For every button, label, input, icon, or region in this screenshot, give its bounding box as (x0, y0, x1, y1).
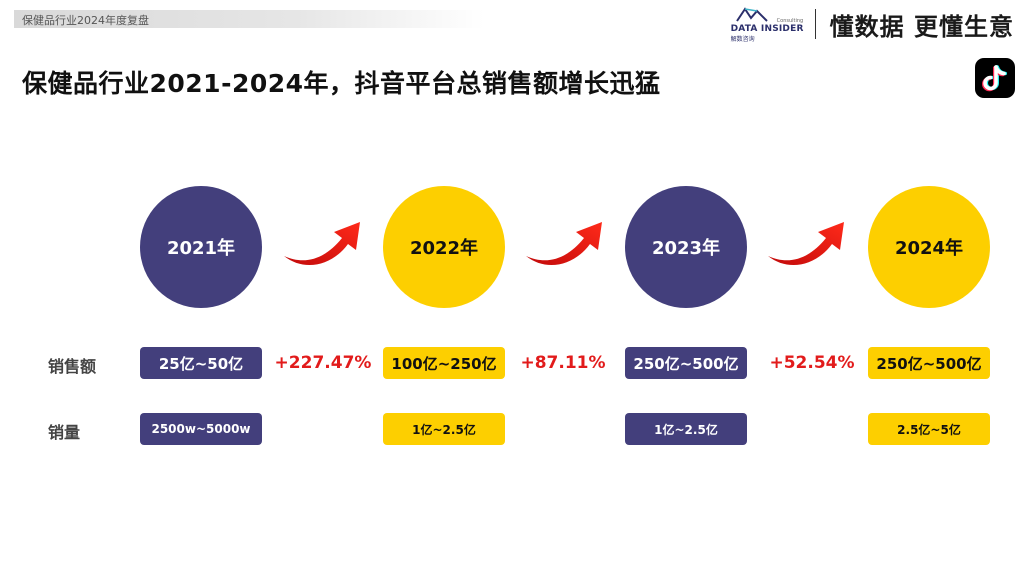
brand-name: DATA INSIDER (730, 24, 804, 34)
year-circle-2021: 2021年 (140, 186, 262, 308)
year-circle-2023: 2023年 (625, 186, 747, 308)
sales-amount-2024: 250亿~500亿 (868, 347, 990, 379)
sales-volume-2021: 2500w~5000w (140, 413, 262, 445)
year-circle-2022: 2022年 (383, 186, 505, 308)
row-label-sales-amount: 销售额 (48, 357, 97, 376)
growth-arrow-icon (284, 222, 360, 266)
brand-logo: Consulting DATA INSIDER 解数咨询 (730, 6, 804, 43)
logo-divider (814, 9, 816, 39)
brand-logo-icon (735, 7, 768, 22)
section-header-bar: 保健品行业2024年度复盘 (14, 10, 484, 28)
sales-amount-2021: 25亿~50亿 (140, 347, 262, 379)
brand-header: Consulting DATA INSIDER 解数咨询 懂数据 更懂生意 (730, 6, 1014, 43)
sales-amount-2022: 100亿~250亿 (383, 347, 505, 379)
sales-volume-2022: 1亿~2.5亿 (383, 413, 505, 445)
sales-volume-2024: 2.5亿~5亿 (868, 413, 990, 445)
growth-rate-2024: +52.54% (769, 353, 855, 373)
page-title: 保健品行业2021-2024年，抖音平台总销售额增长迅猛 (22, 69, 661, 98)
slogan: 懂数据 更懂生意 (829, 12, 1014, 41)
brand-cn: 解数咨询 (730, 36, 755, 43)
tiktok-icon (975, 58, 1015, 98)
growth-rate-2023: +87.11% (520, 353, 606, 373)
sales-amount-2023: 250亿~500亿 (625, 347, 747, 379)
growth-arrow-icon (768, 222, 844, 266)
row-label-sales-volume: 销量 (48, 423, 81, 442)
year-circle-2024: 2024年 (868, 186, 990, 308)
growth-rate-2022: +227.47% (274, 353, 372, 373)
brand-sub: Consulting (776, 18, 804, 24)
section-label: 保健品行业2024年度复盘 (22, 14, 149, 27)
sales-volume-2023: 1亿~2.5亿 (625, 413, 747, 445)
growth-arrow-icon (526, 222, 602, 266)
